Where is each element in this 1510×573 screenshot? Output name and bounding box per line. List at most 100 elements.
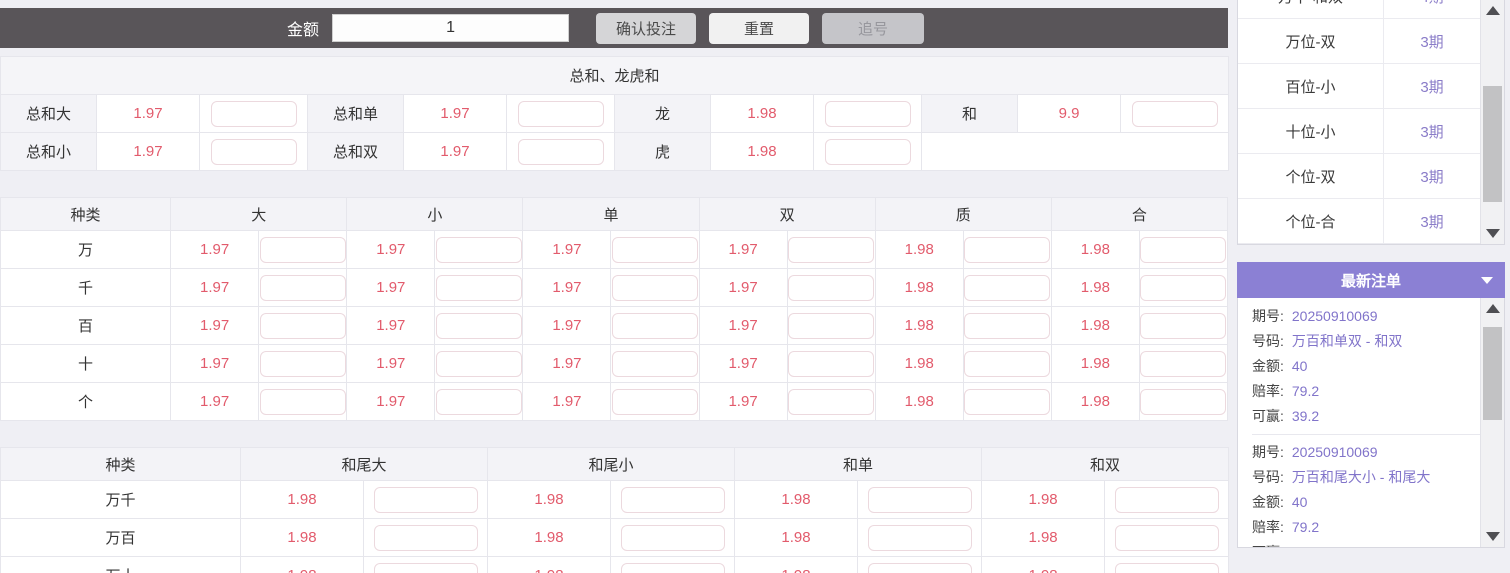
bet-amount-input[interactable]: [435, 274, 522, 301]
odds-value: 1.97: [403, 132, 507, 171]
bet-amount-input[interactable]: [788, 274, 875, 301]
bet-amount-input[interactable]: [517, 138, 604, 165]
odds-value: 9.9: [1017, 94, 1121, 133]
bet-amount-input[interactable]: [867, 562, 972, 573]
bet-amount-input[interactable]: [620, 524, 725, 551]
row-label: 万百: [0, 518, 241, 557]
bet-amount-input[interactable]: [1140, 236, 1227, 263]
issue-label: 期号:: [1252, 308, 1284, 324]
pending-item-name: 个位-双: [1238, 154, 1384, 198]
orders-scrollbar[interactable]: [1480, 298, 1504, 547]
odds-value: 1.98: [1050, 306, 1140, 345]
order-record: 期号: 20250910069 号码: 万百和尾大小 - 和尾大 金额: 40 赔率:…: [1252, 434, 1480, 547]
bet-amount-input[interactable]: [1140, 388, 1227, 415]
bet-amount-input[interactable]: [964, 312, 1051, 339]
scroll-down-icon[interactable]: [1486, 532, 1500, 541]
row-label: 个: [0, 382, 172, 421]
pending-item[interactable]: 个位-双 3期: [1238, 154, 1480, 199]
bet-amount-input[interactable]: [435, 388, 522, 415]
bet-amount-input[interactable]: [824, 100, 911, 127]
bet-amount-input[interactable]: [1140, 274, 1227, 301]
pending-item[interactable]: 百位-小 3期: [1238, 64, 1480, 109]
bet-amount-input[interactable]: [788, 388, 875, 415]
bet-amount-input[interactable]: [435, 236, 522, 263]
bet-amount-input[interactable]: [612, 236, 698, 263]
scrollbar-thumb[interactable]: [1483, 86, 1502, 202]
bet-amount-input[interactable]: [620, 486, 725, 513]
pending-list-scrollbar[interactable]: [1480, 0, 1504, 244]
amount-label: 金额:: [1252, 358, 1284, 374]
confirm-bet-button[interactable]: 确认投注: [596, 12, 697, 44]
amount-input[interactable]: [332, 14, 570, 42]
odds-value: 1.97: [403, 94, 507, 133]
bet-amount-input[interactable]: [373, 562, 478, 573]
odds-value: 1.98: [981, 480, 1106, 519]
scroll-down-icon[interactable]: [1486, 229, 1500, 238]
bet-amount-input[interactable]: [824, 138, 911, 165]
bet-amount-input[interactable]: [612, 274, 698, 301]
bet-amount-input[interactable]: [259, 274, 346, 301]
number-value: 万百和单双 - 和双: [1291, 333, 1403, 349]
bet-amount-input[interactable]: [1140, 350, 1227, 377]
row-label: 十: [0, 344, 172, 383]
bet-amount-input[interactable]: [964, 274, 1051, 301]
bet-amount-input[interactable]: [259, 350, 346, 377]
bet-amount-input[interactable]: [964, 236, 1051, 263]
bet-amount-input[interactable]: [259, 312, 346, 339]
bet-amount-input[interactable]: [1140, 312, 1227, 339]
bet-amount-input[interactable]: [1114, 524, 1219, 551]
number-label: 号码:: [1252, 333, 1284, 349]
bet-amount-input[interactable]: [373, 524, 478, 551]
issue-label: 期号:: [1252, 444, 1284, 460]
odds-value: 1.98: [240, 556, 364, 573]
pending-item-periods: 3期: [1420, 123, 1444, 141]
bet-amount-input[interactable]: [1131, 100, 1218, 127]
pending-item[interactable]: 万十-和双 4期: [1238, 0, 1480, 19]
bet-amount-input[interactable]: [788, 350, 875, 377]
bet-amount-input[interactable]: [964, 350, 1051, 377]
odds-value: 1.97: [346, 382, 436, 421]
bet-amount-input[interactable]: [612, 388, 698, 415]
bet-amount-input[interactable]: [259, 388, 346, 415]
bet-amount-input[interactable]: [1114, 486, 1219, 513]
odds-value: 1.98: [874, 344, 964, 383]
bet-amount-input[interactable]: [210, 138, 297, 165]
bet-amount-input[interactable]: [210, 100, 297, 127]
reset-button[interactable]: 重置: [709, 12, 810, 44]
win-label: 可赢:: [1252, 544, 1284, 547]
bet-amount-input[interactable]: [612, 312, 698, 339]
bet-amount-input[interactable]: [867, 486, 972, 513]
bet-amount-input[interactable]: [435, 312, 522, 339]
bet-amount-input[interactable]: [964, 388, 1051, 415]
table-row: 个 1.97 1.97 1.97 1.97 1.98 1.98: [0, 382, 1229, 421]
bet-amount-input[interactable]: [517, 100, 604, 127]
chase-number-button[interactable]: 追号: [822, 12, 925, 44]
bet-amount-input[interactable]: [620, 562, 725, 573]
latest-orders-header[interactable]: 最新注单: [1237, 262, 1505, 298]
row-label: 百: [0, 306, 172, 345]
bet-type-label: 总和单: [307, 94, 404, 133]
odds-value: 1.97: [346, 268, 436, 307]
bet-amount-input[interactable]: [612, 350, 698, 377]
pending-item[interactable]: 个位-合 3期: [1238, 199, 1480, 244]
odds-value: 1.98: [487, 518, 612, 557]
odds-value: 79.2: [1291, 383, 1320, 399]
bet-amount-input[interactable]: [435, 350, 522, 377]
bet-amount-input[interactable]: [867, 524, 972, 551]
table-header-row: 种类 和尾大 和尾小 和单 和双: [0, 447, 1230, 481]
odds-value: 1.97: [698, 306, 788, 345]
bet-amount-input[interactable]: [788, 236, 875, 263]
odds-value: 1.97: [522, 230, 612, 269]
bet-amount-input[interactable]: [788, 312, 875, 339]
column-header: 和尾大: [239, 447, 489, 481]
scrollbar-thumb[interactable]: [1483, 327, 1502, 420]
bet-amount-input[interactable]: [373, 486, 478, 513]
odds-value: 1.97: [346, 344, 436, 383]
bet-amount-input[interactable]: [1114, 562, 1219, 573]
scroll-up-icon[interactable]: [1486, 304, 1500, 313]
scroll-up-icon[interactable]: [1486, 6, 1500, 15]
bet-amount-input[interactable]: [259, 236, 346, 263]
pending-item[interactable]: 万位-双 3期: [1238, 19, 1480, 64]
odds-value: 1.97: [96, 132, 200, 171]
pending-item[interactable]: 十位-小 3期: [1238, 109, 1480, 154]
